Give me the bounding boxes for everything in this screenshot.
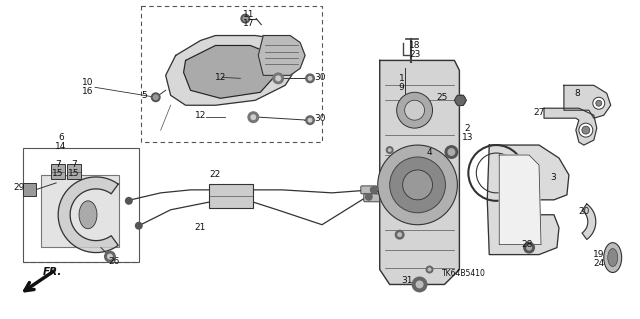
Text: 27: 27 [533, 108, 545, 117]
Text: 7: 7 [55, 160, 61, 169]
Circle shape [370, 186, 378, 194]
Text: 8: 8 [574, 89, 580, 98]
Circle shape [444, 145, 458, 159]
Circle shape [523, 241, 535, 254]
Circle shape [426, 265, 433, 273]
Text: 16: 16 [83, 87, 94, 96]
FancyBboxPatch shape [364, 194, 380, 202]
Bar [141, 6, 322, 142]
Circle shape [582, 126, 590, 134]
Circle shape [428, 268, 431, 271]
FancyBboxPatch shape [361, 186, 377, 194]
Text: 10: 10 [83, 78, 94, 87]
Circle shape [104, 251, 116, 263]
Circle shape [386, 146, 394, 154]
Circle shape [397, 92, 433, 128]
Circle shape [153, 94, 159, 100]
Circle shape [454, 94, 467, 106]
Text: 31: 31 [401, 276, 412, 285]
FancyBboxPatch shape [209, 184, 253, 208]
Circle shape [365, 193, 372, 201]
FancyBboxPatch shape [23, 183, 36, 196]
Text: 4: 4 [427, 147, 433, 157]
Circle shape [447, 148, 456, 156]
Text: 19: 19 [593, 250, 605, 259]
Polygon shape [58, 177, 118, 253]
Circle shape [526, 245, 532, 251]
Text: 14: 14 [56, 142, 67, 151]
Ellipse shape [608, 249, 618, 267]
Text: TK64B5410: TK64B5410 [442, 269, 486, 278]
Circle shape [579, 123, 593, 137]
Text: 13: 13 [461, 133, 473, 142]
Circle shape [151, 92, 161, 102]
Circle shape [415, 280, 424, 288]
Circle shape [275, 75, 281, 81]
Circle shape [596, 100, 602, 106]
Circle shape [250, 114, 256, 120]
Polygon shape [380, 60, 460, 285]
FancyBboxPatch shape [51, 165, 65, 179]
Text: 1: 1 [399, 74, 404, 83]
Text: 15: 15 [68, 169, 80, 178]
Polygon shape [184, 46, 278, 98]
Circle shape [403, 170, 433, 200]
Text: 3: 3 [550, 174, 556, 182]
Text: 30: 30 [314, 73, 326, 82]
Circle shape [593, 97, 605, 109]
Circle shape [388, 148, 392, 152]
Text: 7: 7 [71, 160, 77, 169]
Circle shape [247, 111, 259, 123]
Polygon shape [544, 108, 596, 145]
Circle shape [107, 254, 113, 260]
Circle shape [395, 230, 404, 240]
Text: 25: 25 [436, 93, 448, 102]
Text: 9: 9 [399, 83, 404, 92]
Text: 6: 6 [58, 133, 64, 142]
Text: 18: 18 [409, 41, 420, 50]
Text: 20: 20 [578, 207, 589, 216]
Text: 21: 21 [195, 223, 206, 232]
Bar [23, 148, 139, 262]
Text: 30: 30 [314, 114, 326, 123]
Circle shape [272, 72, 284, 84]
Ellipse shape [79, 201, 97, 229]
Text: 28: 28 [522, 240, 532, 249]
Text: 29: 29 [13, 183, 25, 192]
Polygon shape [166, 35, 298, 105]
Ellipse shape [604, 243, 621, 272]
Text: 23: 23 [409, 50, 420, 59]
Text: FR.: FR. [44, 266, 63, 277]
Circle shape [305, 73, 315, 83]
Text: 17: 17 [243, 19, 254, 28]
Text: 12: 12 [215, 73, 226, 82]
FancyBboxPatch shape [41, 175, 119, 247]
Circle shape [241, 14, 250, 24]
Polygon shape [499, 155, 541, 245]
Text: 24: 24 [593, 259, 604, 268]
Circle shape [243, 16, 248, 22]
Text: 12: 12 [195, 111, 206, 120]
Circle shape [125, 197, 133, 205]
Circle shape [305, 115, 315, 125]
Text: 15: 15 [52, 169, 64, 178]
Circle shape [308, 118, 312, 123]
Polygon shape [487, 145, 569, 255]
Text: 26: 26 [108, 257, 120, 266]
Text: 2: 2 [465, 124, 470, 133]
Circle shape [404, 100, 424, 120]
Text: 5: 5 [141, 91, 147, 100]
Circle shape [308, 76, 312, 81]
FancyBboxPatch shape [67, 165, 81, 179]
Text: 22: 22 [210, 170, 221, 179]
Text: 11: 11 [243, 10, 254, 19]
Circle shape [135, 222, 143, 230]
Polygon shape [564, 85, 611, 118]
Circle shape [412, 277, 428, 293]
Polygon shape [582, 204, 596, 240]
Polygon shape [259, 35, 305, 75]
Circle shape [378, 145, 458, 225]
Circle shape [397, 232, 402, 237]
Circle shape [390, 157, 445, 213]
